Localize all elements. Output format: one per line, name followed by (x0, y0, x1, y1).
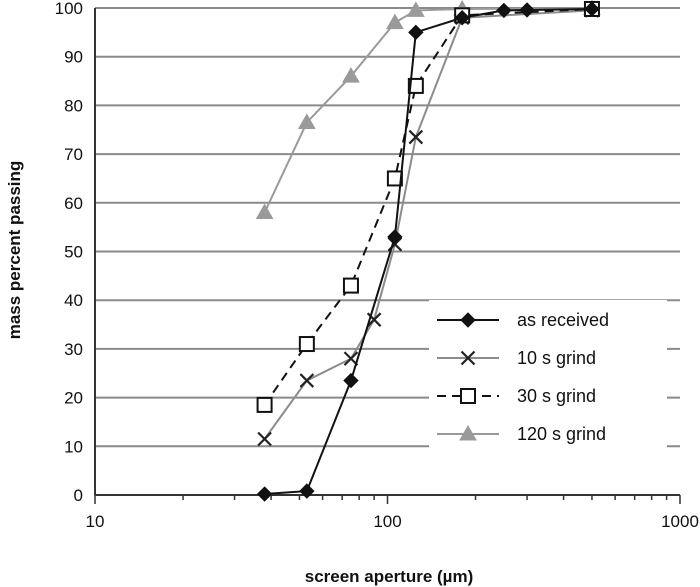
y-tick-label: 70 (64, 145, 83, 164)
y-tick-label: 90 (64, 48, 83, 67)
legend-item: as received (437, 310, 609, 330)
y-tick-label: 10 (64, 437, 83, 456)
legend-item: 10 s grind (437, 348, 596, 368)
series-3 (255, 0, 601, 220)
legend-label: 120 s grind (517, 424, 606, 444)
legend-marker (460, 388, 476, 404)
data-point (298, 336, 315, 353)
axes (94, 8, 681, 504)
marker-stroke (257, 431, 272, 447)
data-point (519, 2, 535, 18)
data-point (387, 229, 403, 245)
data-point (406, 1, 425, 17)
marker-stroke (408, 129, 424, 145)
x-axis-title: screen aperture (µm) (305, 567, 474, 586)
y-tick-label: 100 (55, 0, 83, 18)
data-point (407, 77, 424, 94)
data-point (454, 10, 470, 26)
x-tick-label: 1000 (661, 512, 699, 531)
y-tick-label: 0 (74, 486, 83, 505)
series-0 (256, 1, 600, 502)
legend-label: as received (517, 310, 609, 330)
data-point (408, 24, 424, 41)
legend-marker (460, 312, 476, 328)
data-point (366, 312, 382, 327)
data-point (386, 170, 403, 187)
data-point (386, 13, 404, 30)
data-point (343, 372, 359, 389)
x-tick-label: 100 (373, 512, 401, 531)
data-point (496, 2, 512, 19)
data-point (297, 113, 316, 129)
y-tick-label: 30 (64, 340, 83, 359)
marker-stroke (460, 350, 476, 366)
y-tick-label: 80 (64, 96, 83, 115)
data-point (255, 203, 274, 220)
data-series (255, 0, 601, 502)
y-tick-label: 50 (64, 243, 83, 262)
marker-stroke (343, 351, 359, 366)
y-tick-label: 20 (64, 389, 83, 408)
data-point (408, 129, 424, 145)
y-tick-label: 40 (64, 291, 83, 310)
legend-marker (460, 350, 476, 366)
legend-item: 120 s grind (437, 424, 606, 444)
data-point (342, 67, 360, 83)
data-point (584, 1, 600, 17)
y-tick-label: 60 (64, 194, 83, 213)
data-point (257, 431, 272, 447)
legend-item: 30 s grind (437, 386, 596, 406)
legend-label: 10 s grind (517, 348, 596, 368)
legend-label: 30 s grind (517, 386, 596, 406)
data-point (256, 486, 273, 502)
x-tick-label: 10 (86, 512, 105, 531)
series-line (263, 7, 592, 213)
series-line (263, 9, 593, 440)
legend-marker (459, 424, 477, 441)
legend: as received 10 s grind 30 s grind 120 s gri… (429, 300, 667, 458)
data-point (256, 396, 273, 413)
data-point (299, 373, 315, 388)
data-point (342, 277, 359, 294)
data-point (299, 483, 315, 499)
marker-stroke (366, 312, 382, 327)
y-axis-title: mass percent passing (5, 161, 24, 340)
marker-stroke (299, 373, 315, 388)
